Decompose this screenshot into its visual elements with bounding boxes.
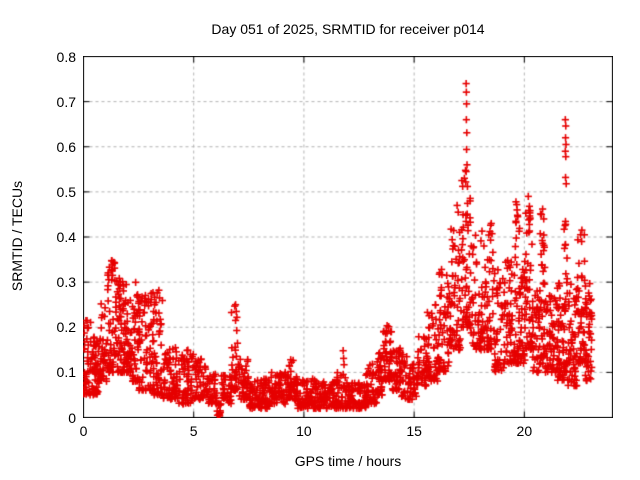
- x-axis-label: GPS time / hours: [294, 453, 402, 469]
- y-tick-label: 0.7: [56, 93, 76, 110]
- y-tick-label: 0.4: [56, 229, 76, 245]
- y-tick-label: 0.2: [56, 319, 76, 336]
- x-tick-label: 20: [516, 423, 533, 439]
- chart-title: Day 051 of 2025, SRMTID for receiver p01…: [211, 21, 485, 37]
- x-tick-label: 15: [406, 423, 422, 439]
- y-axis-label: SRMTID / TECUs: [9, 180, 25, 292]
- y-tick-label: 0.6: [56, 138, 76, 155]
- y-tick-label: 0.1: [56, 364, 76, 381]
- y-tick-label: 0.8: [56, 48, 76, 65]
- y-tick-label: 0.3: [56, 274, 76, 291]
- plot-area: [83, 56, 613, 418]
- x-tick-label: 5: [189, 423, 198, 439]
- y-tick-label: 0: [68, 409, 76, 426]
- y-tick-label: 0.5: [56, 183, 76, 200]
- x-tick-label: 0: [79, 423, 88, 439]
- x-tick-label: 10: [296, 423, 312, 439]
